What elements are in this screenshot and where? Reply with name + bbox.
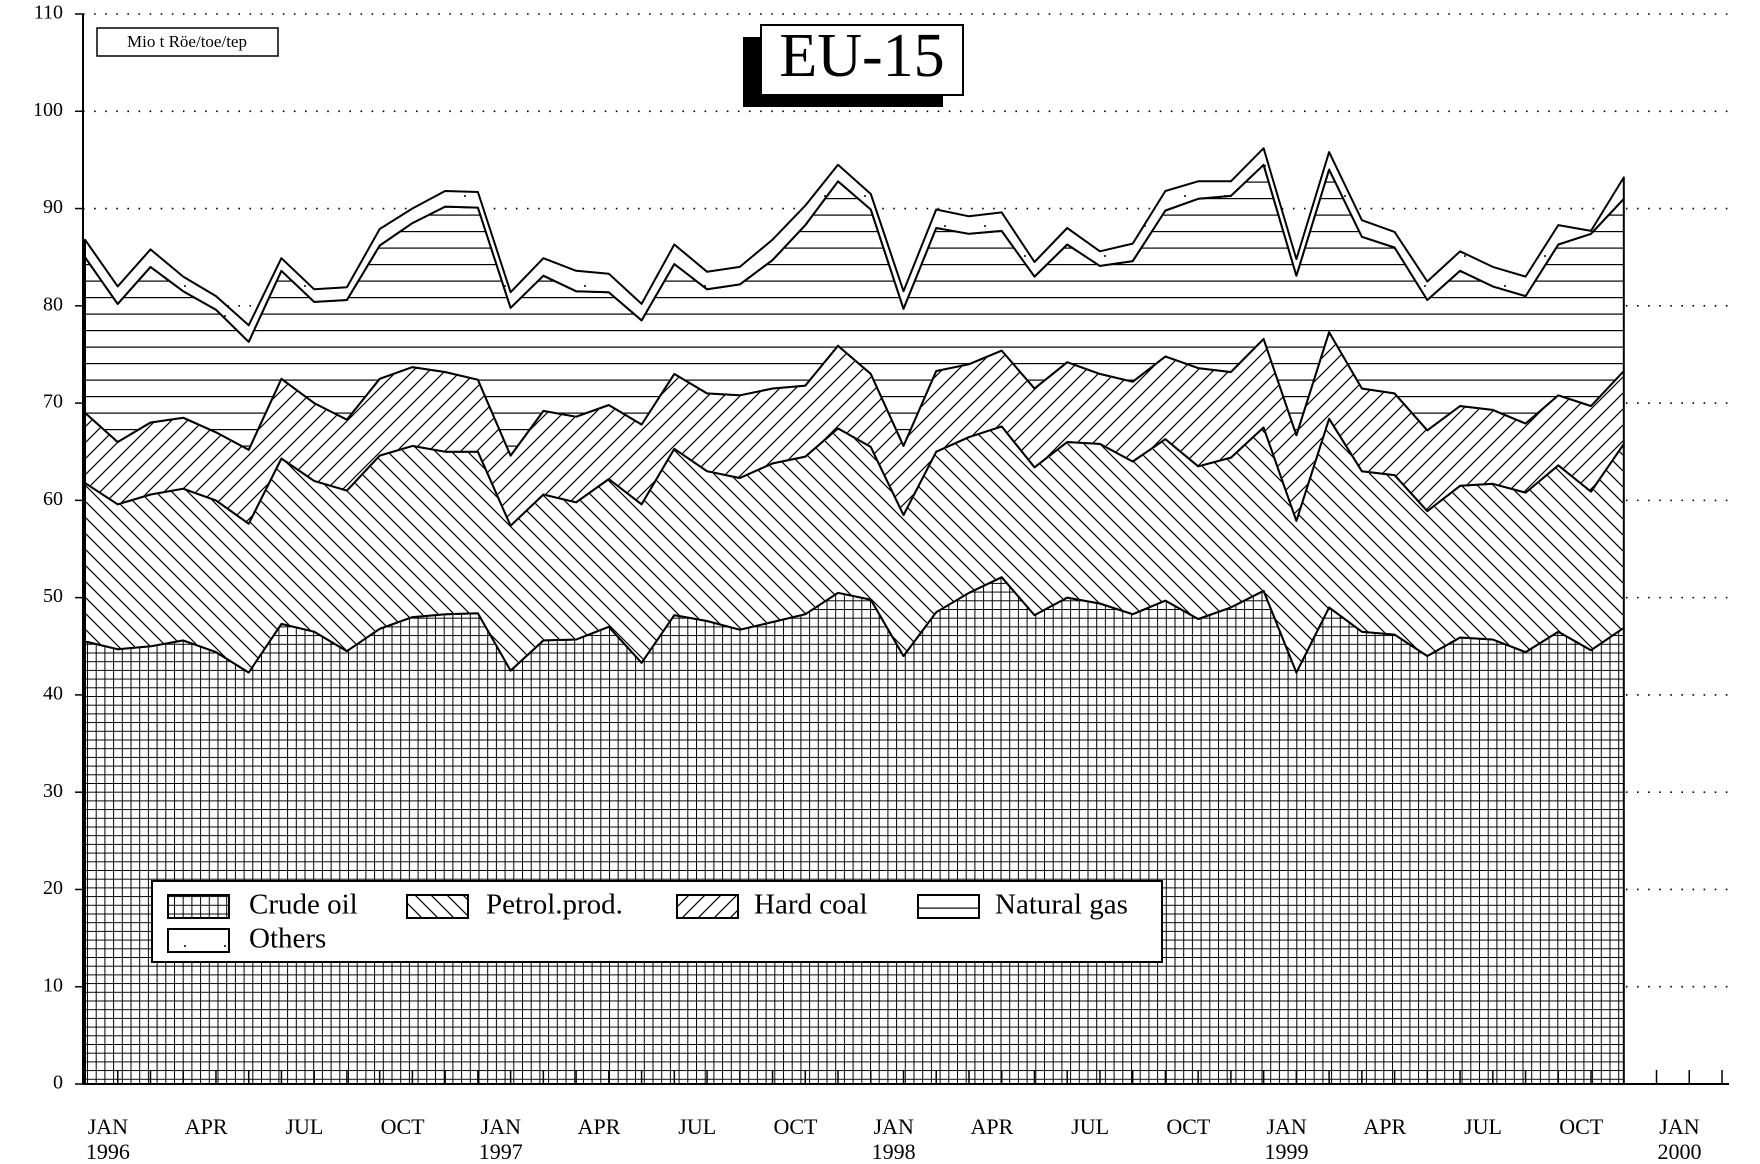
y-tick-label: 70 bbox=[43, 391, 63, 413]
legend-label: Others bbox=[249, 923, 326, 955]
x-tick-label: JAN 2000 bbox=[1657, 1114, 1702, 1164]
area bbox=[84, 576, 1625, 1085]
x-tick-label: OCT bbox=[1559, 1114, 1604, 1139]
x-tick-label: JAN 1997 bbox=[478, 1114, 523, 1164]
legend-swatch bbox=[406, 894, 469, 919]
x-tick-label: OCT bbox=[380, 1114, 425, 1139]
legend-label: Crude oil bbox=[249, 889, 358, 921]
title-box bbox=[760, 24, 964, 96]
legend-swatch bbox=[917, 894, 980, 919]
x-tick-label: APR bbox=[970, 1114, 1014, 1139]
y-tick-label: 30 bbox=[43, 780, 63, 802]
y-tick-label: 60 bbox=[43, 488, 63, 510]
x-tick-label: OCT bbox=[1166, 1114, 1211, 1139]
legend-label: Natural gas bbox=[995, 889, 1128, 921]
y-tick-label: 10 bbox=[43, 974, 63, 996]
x-tick-label: APR bbox=[577, 1114, 621, 1139]
chart-title: EU-15 bbox=[779, 22, 944, 90]
y-tick-label: 110 bbox=[34, 2, 63, 24]
unit-box bbox=[96, 27, 279, 57]
y-tick-label: 20 bbox=[43, 877, 63, 899]
legend-label: Petrol.prod. bbox=[486, 889, 623, 921]
legend-label: Hard coal bbox=[754, 889, 868, 921]
y-tick-label: 40 bbox=[43, 683, 63, 705]
legend-swatch bbox=[167, 894, 230, 919]
y-tick-label: 80 bbox=[43, 293, 63, 315]
x-tick-label: APR bbox=[184, 1114, 228, 1139]
unit-label: Mio t Röe/toe/tep bbox=[127, 32, 247, 51]
x-tick-label: JUL bbox=[1464, 1114, 1502, 1139]
legend-swatch bbox=[167, 928, 230, 953]
x-tick-label: OCT bbox=[773, 1114, 818, 1139]
area bbox=[84, 147, 1625, 343]
x-tick-label: JAN 1998 bbox=[871, 1114, 916, 1164]
y-tick-label: 90 bbox=[43, 196, 63, 218]
y-tick-label: 50 bbox=[43, 585, 63, 607]
x-tick-label: JAN 1996 bbox=[85, 1114, 130, 1164]
axes: 0 10 20 30 40 50 60 70 80 90 100 110 bbox=[33, 2, 1729, 1094]
x-tick-label: APR bbox=[1363, 1114, 1407, 1139]
legend-box bbox=[151, 880, 1163, 963]
y-tick-label: 0 bbox=[53, 1072, 63, 1094]
x-tick-label: JUL bbox=[1071, 1114, 1110, 1139]
x-tick-label: JUL bbox=[285, 1114, 324, 1139]
legend: Crude oil Petrol.prod. Hard coal Natural ga… bbox=[151, 880, 1163, 963]
x-tick-label: JUL bbox=[678, 1114, 717, 1139]
x-tick-label: JAN 1999 bbox=[1264, 1114, 1309, 1164]
y-tick-label: 100 bbox=[33, 99, 63, 121]
legend-swatch bbox=[676, 894, 739, 919]
